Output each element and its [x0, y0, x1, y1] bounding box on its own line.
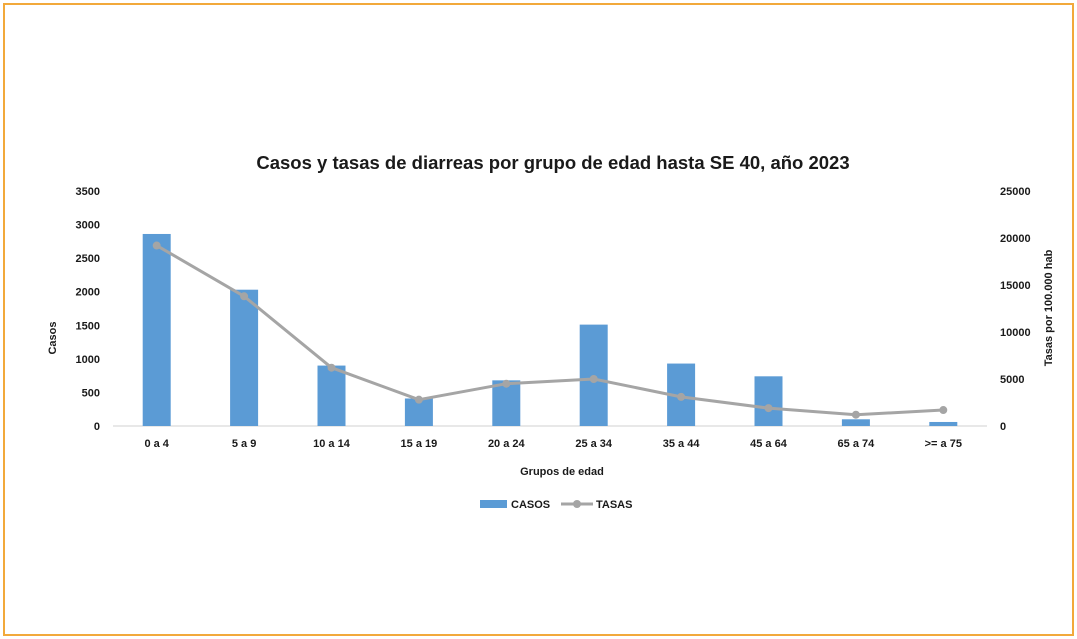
left-tick-label: 500: [82, 387, 100, 399]
x-tick-label: 0 a 4: [144, 438, 169, 450]
right-tick-label: 20000: [1000, 233, 1031, 245]
casos-bars: [142, 233, 958, 426]
casos-bar: [754, 376, 783, 426]
x-tick-label: 5 a 9: [232, 438, 256, 450]
tasas-point: [764, 404, 773, 413]
left-tick-label: 2500: [76, 253, 100, 265]
x-axis-ticks: 0 a 4 5 a 9 10 a 14 15 a 19 20 a 24 25 a 34 35…: [144, 438, 961, 450]
tasas-point: [327, 363, 336, 372]
tasas-points: [152, 241, 948, 419]
right-tick-label: 25000: [1000, 186, 1031, 198]
tasas-point: [939, 406, 948, 415]
chart-title: Casos y tasas de diarreas por grupo de e…: [256, 152, 849, 173]
casos-bar: [317, 365, 346, 426]
right-tick-label: 0: [1000, 421, 1006, 433]
legend-tasas-marker: [573, 500, 581, 508]
x-tick-label: 35 a 44: [663, 438, 701, 450]
legend-casos-label: CASOS: [511, 499, 550, 511]
legend-casos-swatch: [480, 500, 507, 508]
x-tick-label: >= a 75: [925, 438, 962, 450]
left-tick-label: 3500: [76, 186, 100, 198]
x-tick-label: 10 a 14: [313, 438, 351, 450]
left-tick-label: 0: [94, 421, 100, 433]
tasas-point: [589, 375, 598, 383]
left-tick-label: 3000: [76, 220, 100, 232]
casos-bar: [142, 233, 171, 426]
casos-bar: [841, 419, 870, 426]
casos-bar: [492, 380, 521, 426]
tasas-line: [155, 244, 944, 417]
x-tick-label: 65 a 74: [838, 438, 876, 450]
tasas-point: [502, 379, 511, 388]
right-tick-label: 10000: [1000, 327, 1031, 339]
x-axis-label: Grupos de edad: [520, 466, 604, 478]
casos-bar: [929, 421, 958, 426]
chart-frame: [3, 3, 1074, 636]
casos-bar: [230, 289, 259, 426]
left-axis-ticks: 0 500 1000 1500 2000 2500 3000 3500: [76, 186, 100, 433]
right-tick-label: 15000: [1000, 280, 1031, 292]
tasas-point: [414, 395, 423, 404]
left-tick-label: 2000: [76, 287, 100, 299]
tasas-point: [677, 392, 686, 401]
y-axis-label: Casos: [47, 321, 59, 354]
left-tick-label: 1000: [76, 354, 100, 366]
left-tick-label: 1500: [76, 320, 100, 332]
tasas-point: [851, 410, 860, 419]
x-tick-label: 45 a 64: [750, 438, 788, 450]
x-tick-label: 15 a 19: [401, 438, 438, 450]
legend-tasas-label: TASAS: [596, 499, 632, 511]
tasas-point: [240, 292, 249, 301]
x-tick-label: 20 a 24: [488, 438, 526, 450]
y2-axis-label: Tasas por 100.000 hab: [1043, 249, 1055, 366]
right-axis-ticks: 0 5000 10000 15000 20000 25000: [1000, 186, 1031, 433]
right-tick-label: 5000: [1000, 374, 1024, 386]
tasas-point: [152, 241, 161, 250]
legend: CASOS TASAS: [480, 499, 632, 511]
x-tick-label: 25 a 34: [575, 438, 613, 450]
